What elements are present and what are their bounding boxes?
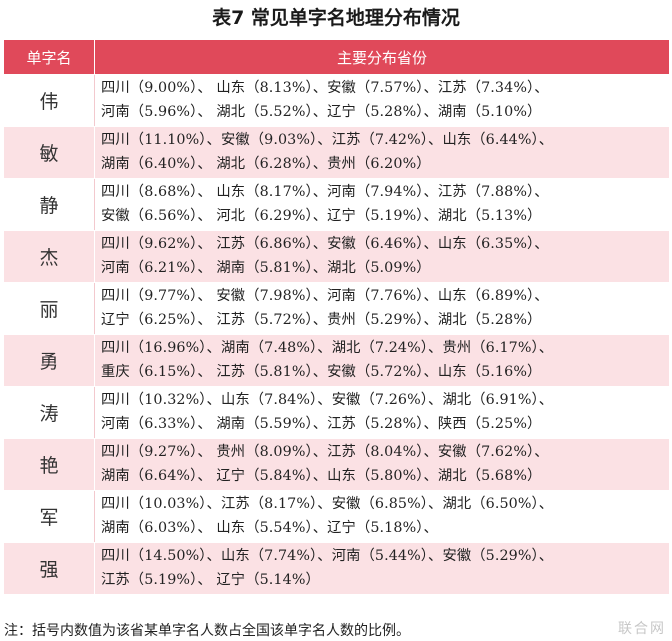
row-name: 军 xyxy=(3,490,95,543)
table-header-row: 单字名 主要分布省份 xyxy=(3,39,670,75)
watermark-logo: 联合网 xyxy=(618,621,666,637)
table-row: 敏 四川（11.10%）、安徽（9.03%）、江苏（7.42%）、山东（6.44… xyxy=(3,126,670,179)
header-single-name: 单字名 xyxy=(3,39,95,75)
distribution-line-1: 四川（9.27%）、 贵州（8.09%）、江苏（8.04%）、安徽（7.62%）… xyxy=(101,444,549,460)
row-name: 强 xyxy=(3,542,95,595)
table-row: 军 四川（10.03%）、江苏（8.17%）、安徽（6.85%）、湖北（6.50… xyxy=(3,490,670,543)
row-distribution: 四川（9.62%）、 江苏（6.86%）、安徽（6.46%）、山东（6.35%）… xyxy=(94,230,670,283)
table-row: 静 四川（8.68%）、 山东（8.17%）、河南（7.94%）、江苏（7.88… xyxy=(3,178,670,231)
table-row: 强 四川（14.50%）、山东（7.74%）、河南（5.44%）、安徽（5.29… xyxy=(3,542,670,595)
row-distribution: 四川（9.27%）、 贵州（8.09%）、江苏（8.04%）、安徽（7.62%）… xyxy=(94,438,670,491)
table-row: 伟 四川（9.00%）、 山东（8.13%）、安徽（7.57%）、江苏（7.34… xyxy=(3,74,670,127)
distribution-line-2: 江苏（5.19%）、 辽宁（5.14%） xyxy=(101,571,320,588)
distribution-line-1: 四川（9.62%）、 江苏（6.86%）、安徽（6.46%）、山东（6.35%）… xyxy=(101,236,549,252)
row-distribution: 四川（14.50%）、山东（7.74%）、河南（5.44%）、安徽（5.29%）… xyxy=(94,542,670,595)
row-distribution: 四川（9.00%）、 山东（8.13%）、安徽（7.57%）、江苏（7.34%）… xyxy=(94,74,670,127)
header-main-provinces: 主要分布省份 xyxy=(94,39,670,75)
row-name: 伟 xyxy=(3,74,95,127)
row-name: 艳 xyxy=(3,438,95,491)
row-name: 敏 xyxy=(3,126,95,179)
distribution-line-1: 四川（8.68%）、 山东（8.17%）、河南（7.94%）、江苏（7.88%）… xyxy=(101,184,549,200)
row-distribution: 四川（11.10%）、安徽（9.03%）、江苏（7.42%）、山东（6.44%）… xyxy=(94,126,670,179)
distribution-line-1: 四川（11.10%）、安徽（9.03%）、江苏（7.42%）、山东（6.44%）… xyxy=(101,132,554,148)
distribution-line-2: 河南（6.33%）、 湖南（5.59%）、江苏（5.28%）、陕西（5.25%） xyxy=(101,415,542,432)
distribution-table: 单字名 主要分布省份 伟 四川（9.00%）、 山东（8.13%）、安徽（7.5… xyxy=(3,39,670,595)
distribution-line-2: 辽宁（6.25%）、 江苏（5.72%）、贵州（5.29%）、湖北（5.28%） xyxy=(101,311,542,328)
table-footnote: 注：括号内数值为该省某单字名人数占全国该单字名人数的比例。 xyxy=(4,623,410,639)
row-name: 静 xyxy=(3,178,95,231)
table-row: 杰 四川（9.62%）、 江苏（6.86%）、安徽（6.46%）、山东（6.35… xyxy=(3,230,670,283)
distribution-line-1: 四川（9.77%）、 安徽（7.98%）、河南（7.76%）、山东（6.89%）… xyxy=(101,288,549,304)
distribution-line-2: 湖南（6.03%）、 山东（5.54%）、辽宁（5.18%）、 xyxy=(101,519,438,536)
row-distribution: 四川（16.96%）、湖南（7.48%）、湖北（7.24%）、贵州（6.17%）… xyxy=(94,334,670,387)
distribution-line-2: 湖南（6.40%）、 湖北（6.28%）、贵州（6.20%） xyxy=(101,155,431,172)
distribution-line-1: 四川（10.03%）、江苏（8.17%）、安徽（6.85%）、湖北（6.50%）… xyxy=(101,496,554,512)
row-name: 杰 xyxy=(3,230,95,283)
distribution-line-2: 湖南（6.64%）、 辽宁（5.84%）、山东（5.80%）、湖北（5.68%） xyxy=(101,467,542,484)
row-distribution: 四川（10.32%）、山东（7.84%）、安徽（7.26%）、湖北（6.91%）… xyxy=(94,386,670,439)
row-distribution: 四川（8.68%）、 山东（8.17%）、河南（7.94%）、江苏（7.88%）… xyxy=(94,178,670,231)
distribution-line-2: 安徽（6.56%）、 河北（6.29%）、辽宁（5.19%）、湖北（5.13%） xyxy=(101,207,542,224)
table-row: 丽 四川（9.77%）、 安徽（7.98%）、河南（7.76%）、山东（6.89… xyxy=(3,282,670,335)
row-distribution: 四川（10.03%）、江苏（8.17%）、安徽（6.85%）、湖北（6.50%）… xyxy=(94,490,670,543)
distribution-line-2: 河南（5.96%）、 湖北（5.52%）、辽宁（5.28%）、湖南（5.10%） xyxy=(101,103,542,120)
row-name: 涛 xyxy=(3,386,95,439)
table-row: 涛 四川（10.32%）、山东（7.84%）、安徽（7.26%）、湖北（6.91… xyxy=(3,386,670,439)
distribution-line-1: 四川（16.96%）、湖南（7.48%）、湖北（7.24%）、贵州（6.17%）… xyxy=(101,340,554,356)
table-row: 艳 四川（9.27%）、 贵州（8.09%）、江苏（8.04%）、安徽（7.62… xyxy=(3,438,670,491)
distribution-line-2: 河南（6.21%）、 湖南（5.81%）、湖北（5.09%） xyxy=(101,259,431,276)
row-name: 丽 xyxy=(3,282,95,335)
distribution-line-1: 四川（14.50%）、山东（7.74%）、河南（5.44%）、安徽（5.29%）… xyxy=(101,548,554,564)
distribution-line-2: 重庆（6.15%）、 江苏（5.81%）、安徽（5.72%）、山东（5.16%） xyxy=(101,363,542,380)
table-row: 勇 四川（16.96%）、湖南（7.48%）、湖北（7.24%）、贵州（6.17… xyxy=(3,334,670,387)
row-name: 勇 xyxy=(3,334,95,387)
table-title: 表7 常见单字名地理分布情况 xyxy=(212,7,460,29)
row-distribution: 四川（9.77%）、 安徽（7.98%）、河南（7.76%）、山东（6.89%）… xyxy=(94,282,670,335)
distribution-line-1: 四川（9.00%）、 山东（8.13%）、安徽（7.57%）、江苏（7.34%）… xyxy=(101,80,549,96)
distribution-line-1: 四川（10.32%）、山东（7.84%）、安徽（7.26%）、湖北（6.91%）… xyxy=(101,392,554,408)
